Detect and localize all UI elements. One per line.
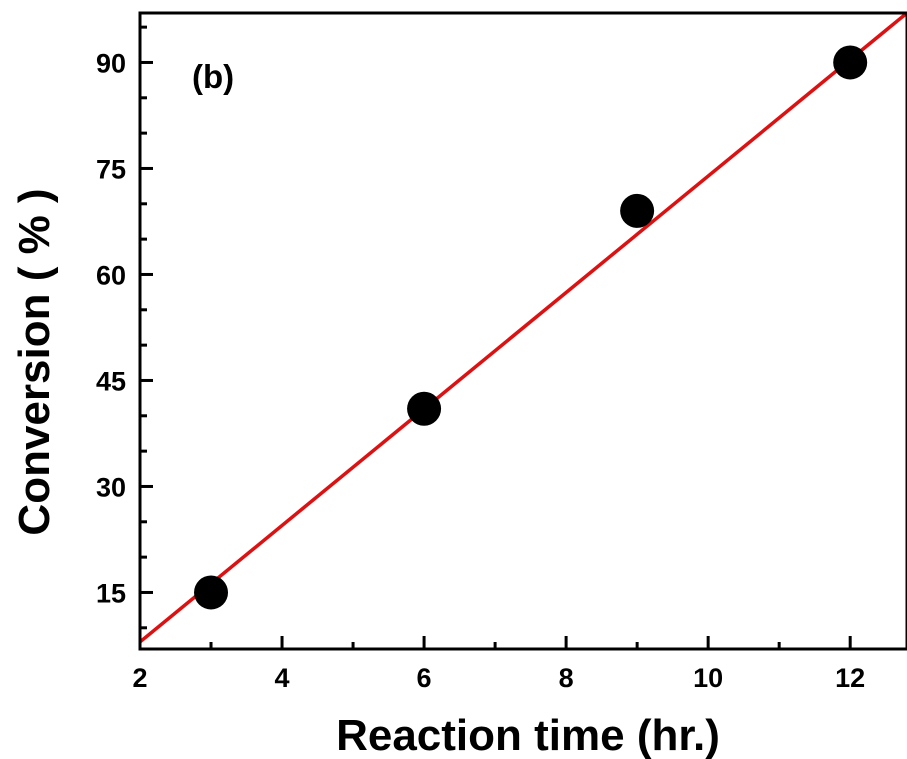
x-tick-labels: 2 4 6 8 10 12	[132, 663, 865, 693]
x-tick-label: 12	[835, 663, 865, 693]
y-tick-labels: 15 30 45 60 75 90	[96, 48, 126, 608]
x-tick-label: 8	[559, 663, 574, 693]
y-tick-label: 60	[96, 260, 126, 290]
data-points	[194, 45, 868, 610]
data-point	[407, 391, 442, 426]
y-tick-label: 75	[96, 154, 126, 184]
panel-label: (b)	[192, 58, 234, 95]
y-axis-title: Conversion ( % )	[10, 188, 59, 535]
y-tick-label: 15	[96, 578, 126, 608]
y-tick-label: 30	[96, 472, 126, 502]
x-tick-label: 10	[693, 663, 723, 693]
fit-line-group	[138, 11, 907, 644]
data-point	[620, 193, 655, 228]
plot-frame	[138, 11, 907, 651]
x-tick-label: 6	[417, 663, 432, 693]
y-tick-label: 90	[96, 48, 126, 78]
x-axis-title: Reaction time (hr.)	[336, 711, 720, 759]
y-tick-label: 45	[96, 366, 126, 396]
x-tick-label: 4	[275, 663, 290, 693]
fit-line	[138, 11, 907, 644]
data-point	[833, 45, 868, 80]
x-tick-label: 2	[132, 663, 147, 693]
data-point	[194, 575, 229, 610]
